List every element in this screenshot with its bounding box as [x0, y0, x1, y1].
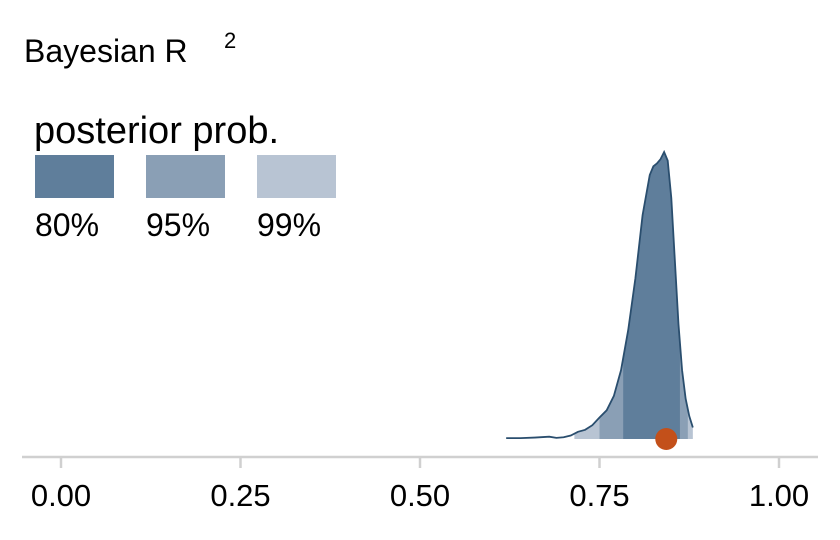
density-outline — [506, 149, 694, 440]
chart-title-superscript: 2 — [224, 28, 236, 53]
legend-title: posterior prob. — [34, 110, 279, 152]
chart-title-main: Bayesian R — [24, 33, 188, 69]
x-tick-label: 0.25 — [210, 478, 270, 513]
x-tick-label: 0.00 — [31, 478, 91, 513]
x-tick-label: 0.50 — [390, 478, 450, 513]
x-tick-label: 1.00 — [749, 478, 809, 513]
legend: posterior prob. 80% 95% 99% — [34, 110, 336, 243]
legend-swatch-95pct — [146, 155, 225, 198]
point-estimate-marker — [655, 428, 678, 450]
interval-band-80pct — [623, 152, 680, 439]
legend-label-99pct: 99% — [257, 207, 321, 243]
legend-swatch-99pct — [257, 155, 336, 198]
plot-area: 0.00 0.25 0.50 0.75 1.00 — [22, 149, 818, 513]
x-tick-label: 0.75 — [569, 478, 629, 513]
legend-label-95pct: 95% — [146, 207, 210, 243]
legend-label-80pct: 80% — [35, 207, 99, 243]
legend-swatch-80pct — [35, 155, 114, 198]
chart-title: Bayesian R — [24, 33, 188, 69]
